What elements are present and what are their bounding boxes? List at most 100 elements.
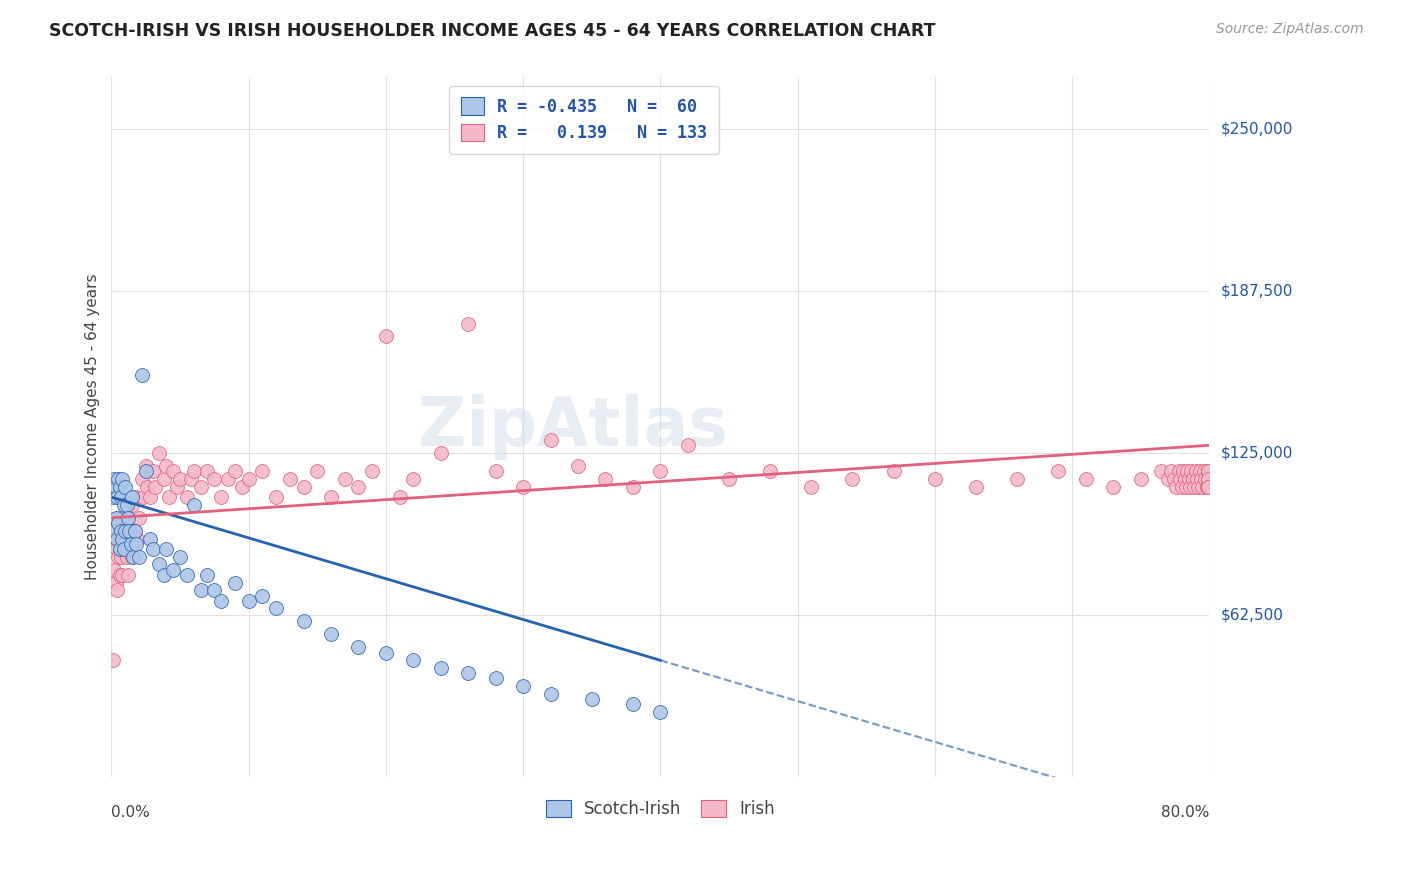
- Point: [1197, 480, 1219, 494]
- Point: [1197, 472, 1219, 486]
- Point: [107, 549, 129, 564]
- Point: [1180, 464, 1202, 478]
- Point: [1197, 464, 1219, 478]
- Point: [1197, 472, 1219, 486]
- Point: [1175, 464, 1198, 478]
- Point: [361, 464, 384, 478]
- Point: [110, 490, 132, 504]
- Point: [1173, 464, 1195, 478]
- Text: SCOTCH-IRISH VS IRISH HOUSEHOLDER INCOME AGES 45 - 64 YEARS CORRELATION CHART: SCOTCH-IRISH VS IRISH HOUSEHOLDER INCOME…: [49, 22, 936, 40]
- Point: [103, 524, 125, 538]
- Point: [128, 549, 150, 564]
- Point: [924, 472, 946, 486]
- Text: $62,500: $62,500: [1220, 607, 1284, 623]
- Point: [142, 541, 165, 556]
- Point: [319, 490, 342, 504]
- Y-axis label: Householder Income Ages 45 - 64 years: Householder Income Ages 45 - 64 years: [86, 274, 100, 581]
- Point: [110, 549, 132, 564]
- Point: [202, 583, 225, 598]
- Point: [1197, 472, 1219, 486]
- Point: [121, 549, 143, 564]
- Point: [1188, 464, 1211, 478]
- Point: [124, 524, 146, 538]
- Point: [224, 575, 246, 590]
- Point: [105, 490, 128, 504]
- Point: [1197, 464, 1219, 478]
- Point: [176, 490, 198, 504]
- Point: [202, 472, 225, 486]
- Point: [1197, 464, 1219, 478]
- Point: [252, 464, 274, 478]
- Point: [1129, 472, 1152, 486]
- Point: [1174, 472, 1197, 486]
- Point: [108, 480, 131, 494]
- Point: [1175, 480, 1198, 494]
- Point: [190, 480, 212, 494]
- Point: [108, 567, 131, 582]
- Point: [120, 524, 142, 538]
- Point: [278, 472, 301, 486]
- Point: [1170, 472, 1192, 486]
- Point: [132, 490, 155, 504]
- Point: [512, 480, 534, 494]
- Point: [148, 446, 170, 460]
- Point: [143, 480, 166, 494]
- Text: Source: ZipAtlas.com: Source: ZipAtlas.com: [1216, 22, 1364, 37]
- Point: [112, 532, 135, 546]
- Point: [264, 601, 287, 615]
- Point: [1197, 480, 1219, 494]
- Point: [650, 705, 672, 719]
- Point: [197, 567, 219, 582]
- Point: [595, 472, 617, 486]
- Point: [1197, 464, 1219, 478]
- Point: [135, 464, 157, 478]
- Text: $187,500: $187,500: [1220, 284, 1292, 299]
- Point: [1189, 472, 1212, 486]
- Point: [319, 627, 342, 641]
- Point: [1166, 480, 1188, 494]
- Point: [1197, 480, 1219, 494]
- Point: [841, 472, 863, 486]
- Point: [1184, 464, 1206, 478]
- Point: [1194, 472, 1216, 486]
- Point: [107, 472, 129, 486]
- Point: [104, 575, 127, 590]
- Point: [127, 532, 149, 546]
- Point: [108, 541, 131, 556]
- Point: [1197, 472, 1219, 486]
- Point: [292, 615, 315, 629]
- Text: $250,000: $250,000: [1220, 121, 1292, 136]
- Point: [124, 524, 146, 538]
- Point: [117, 532, 139, 546]
- Point: [103, 472, 125, 486]
- Point: [136, 480, 159, 494]
- Point: [1171, 480, 1194, 494]
- Point: [135, 458, 157, 473]
- Point: [217, 472, 239, 486]
- Point: [104, 532, 127, 546]
- Point: [190, 583, 212, 598]
- Point: [117, 567, 139, 582]
- Point: [121, 498, 143, 512]
- Point: [231, 480, 253, 494]
- Point: [180, 472, 202, 486]
- Point: [1182, 480, 1205, 494]
- Point: [125, 490, 148, 504]
- Point: [118, 541, 141, 556]
- Point: [1157, 472, 1180, 486]
- Point: [112, 541, 135, 556]
- Point: [117, 511, 139, 525]
- Point: [1160, 464, 1182, 478]
- Point: [485, 672, 508, 686]
- Point: [883, 464, 905, 478]
- Text: 0.0%: 0.0%: [111, 805, 150, 820]
- Point: [101, 653, 124, 667]
- Point: [183, 498, 205, 512]
- Point: [107, 516, 129, 530]
- Point: [402, 653, 425, 667]
- Point: [1163, 472, 1185, 486]
- Point: [111, 472, 134, 486]
- Point: [155, 541, 177, 556]
- Point: [1197, 480, 1219, 494]
- Point: [1197, 472, 1219, 486]
